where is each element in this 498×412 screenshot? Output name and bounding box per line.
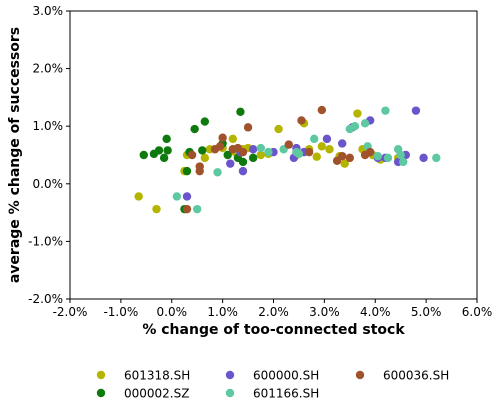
y-tick-label: 3.0% (33, 4, 64, 18)
data-point (159, 153, 169, 163)
x-tick-label: 2.0% (258, 305, 289, 319)
y-axis-label: average % change of successors (7, 27, 23, 283)
data-point (345, 153, 355, 163)
x-tick-label: 3.0% (309, 305, 340, 319)
data-point (373, 151, 382, 161)
x-tick-label: 1.0% (207, 305, 238, 319)
data-point (238, 157, 248, 167)
legend-marker (355, 370, 365, 380)
data-point (162, 134, 171, 144)
x-tick-label: 6.0% (462, 305, 493, 319)
data-point (312, 152, 321, 161)
legend-marker (96, 388, 106, 398)
data-point (248, 145, 258, 154)
data-point (284, 140, 293, 149)
data-point (172, 192, 182, 201)
y-tick-label: 0.0% (33, 177, 64, 191)
data-point (139, 150, 148, 160)
legend-label: 600000.SH (253, 369, 319, 383)
data-point (238, 166, 248, 176)
data-point (297, 116, 306, 125)
y-tick-label: 2.0% (33, 62, 64, 76)
x-tick-label: -2.0% (53, 305, 88, 319)
data-point (322, 134, 332, 144)
legend-marker (225, 370, 235, 380)
data-point (152, 204, 161, 214)
x-tick-label: 5.0% (411, 305, 442, 319)
data-point (310, 134, 319, 144)
data-point (256, 143, 265, 153)
data-point (200, 117, 210, 126)
data-point (198, 146, 207, 155)
data-point (337, 139, 347, 148)
data-point (317, 105, 327, 115)
y-tick-label: -2.0% (28, 292, 63, 306)
data-point (274, 124, 283, 134)
data-point (163, 146, 172, 155)
data-point (399, 157, 408, 167)
data-point (353, 109, 362, 118)
data-point (340, 159, 349, 168)
data-point (304, 147, 314, 157)
legend-label: 601318.SH (124, 369, 190, 383)
data-point (264, 147, 273, 157)
legend-marker (225, 388, 235, 398)
legend-label: 000002.SZ (124, 387, 189, 401)
data-point (223, 150, 232, 160)
data-point (187, 150, 197, 160)
data-point (325, 145, 334, 154)
x-tick-label: -1.0% (103, 305, 138, 319)
legend: 601318.SH 000002.SZ 600000.SH 601166.SH 6000… (96, 369, 449, 401)
data-point (154, 146, 164, 155)
data-point (243, 123, 253, 132)
data-point (182, 166, 192, 176)
data-point (238, 147, 248, 157)
x-axis-label: % change of too-connected stock (142, 322, 405, 338)
data-point (365, 147, 375, 157)
data-point (337, 151, 347, 161)
data-point (134, 192, 143, 201)
ticks-layer: -2.0% -1.0% 0.0% 1.0% 2.0% 3.0% 4.0% 5.0% 6.0% -2… (28, 4, 492, 319)
data-point (218, 133, 227, 142)
data-point (215, 142, 225, 151)
data-point (294, 149, 304, 159)
data-point (195, 162, 204, 171)
data-point (411, 106, 421, 115)
data-point (432, 153, 441, 163)
legend-label: 600036.SH (383, 369, 449, 383)
data-point (248, 153, 258, 163)
data-point (192, 204, 202, 214)
data-point (190, 124, 199, 134)
data-point (381, 106, 390, 115)
data-point (396, 150, 405, 160)
legend-marker (96, 370, 106, 380)
data-point (182, 192, 192, 201)
y-tick-label: 1.0% (33, 119, 64, 133)
points-layer (134, 105, 441, 214)
data-point (226, 159, 235, 168)
data-point (360, 119, 370, 128)
data-point (182, 204, 192, 214)
data-point (256, 150, 265, 160)
data-point (200, 153, 210, 163)
data-point (213, 168, 222, 177)
data-point (419, 153, 428, 163)
data-point (350, 122, 360, 131)
data-point (383, 153, 393, 163)
data-point (317, 142, 327, 151)
legend-label: 601166.SH (253, 387, 319, 401)
y-tick-label: -1.0% (28, 234, 63, 248)
x-tick-label: 4.0% (360, 305, 391, 319)
data-point (228, 134, 237, 144)
x-tick-label: 0.0% (157, 305, 188, 319)
data-point (236, 107, 245, 117)
